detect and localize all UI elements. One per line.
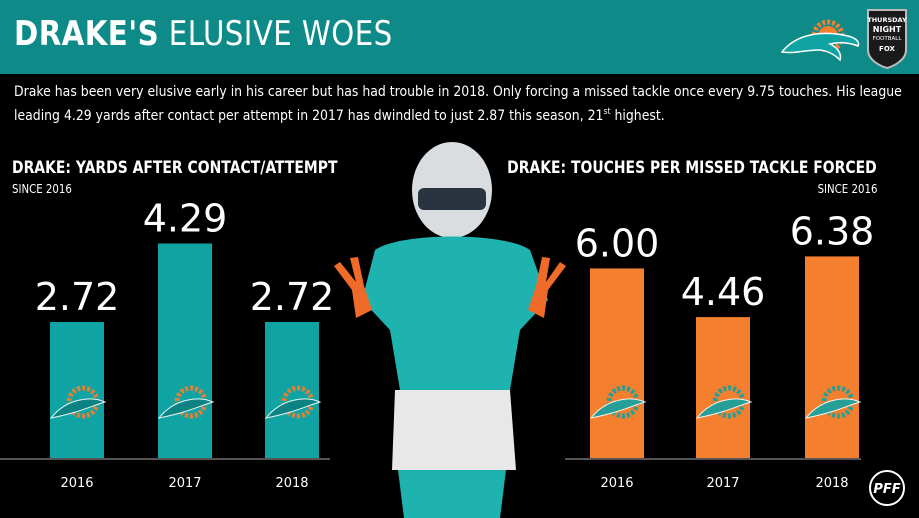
summary-text: Drake has been very elusive early in his… <box>14 82 908 126</box>
chart-1-title: DRAKE: YARDS AFTER CONTACT/ATTEMPT <box>12 158 338 178</box>
chart-1-tick-2016: 2016 <box>60 476 93 491</box>
bar-dolphin-watermark-icon <box>157 385 215 419</box>
tnf-line-1: THURSDAY <box>867 16 907 24</box>
player-figure-icon <box>334 142 566 518</box>
chart-2-baseline <box>565 458 861 460</box>
page-title: DRAKE'S ELUSIVE WOES <box>14 14 393 54</box>
pff-text: PFF <box>873 482 900 497</box>
title-bold: DRAKE'S <box>14 14 160 54</box>
chart-1-bar-2017 <box>158 243 212 458</box>
chart-2-tick-2018: 2018 <box>815 476 848 491</box>
chart-1-subtitle: SINCE 2016 <box>12 182 72 196</box>
chart-2-value-label-2016: 6.00 <box>575 221 660 265</box>
summary-part-1: Drake has been very elusive early in his… <box>14 84 902 124</box>
bar-dolphin-watermark-icon <box>264 385 322 419</box>
chart-2-value-label-2018: 6.38 <box>790 209 875 253</box>
tnf-line-3: FOOTBALL <box>873 36 903 42</box>
chart-2-subtitle: SINCE 2016 <box>817 182 877 196</box>
chart-2-tick-2017: 2017 <box>706 476 739 491</box>
pff-logo-icon: PFF <box>869 470 905 506</box>
dolphin-logo-icon <box>780 19 860 62</box>
chart-1-baseline <box>0 458 330 460</box>
header-banner <box>0 0 919 74</box>
bar-dolphin-watermark-icon <box>695 385 753 419</box>
chart-1-bar-2016 <box>50 322 104 458</box>
chart-1-bar-2018 <box>265 322 319 458</box>
summary-superscript: st <box>603 107 611 117</box>
chart-1-value-label-2018: 2.72 <box>250 275 335 319</box>
thursday-night-football-logo-icon: THURSDAY NIGHT FOOTBALL FOX <box>867 9 907 70</box>
chart-2-value-label-2017: 4.46 <box>681 270 766 314</box>
tnf-line-2: NIGHT <box>873 25 902 34</box>
chart-1-tick-2017: 2017 <box>168 476 201 491</box>
chart-2-bar-2016 <box>590 268 644 458</box>
tnf-line-4: FOX <box>879 45 895 53</box>
bar-dolphin-watermark-icon <box>804 385 862 419</box>
bar-dolphin-watermark-icon <box>49 385 107 419</box>
chart-2-title: DRAKE: TOUCHES PER MISSED TACKLE FORCED <box>507 158 877 178</box>
chart-1-value-label-2016: 2.72 <box>35 275 120 319</box>
chart-2-tick-2016: 2016 <box>600 476 633 491</box>
summary-part-2: highest. <box>610 107 665 124</box>
chart-1-value-label-2017: 4.29 <box>143 197 228 241</box>
chart-1-tick-2018: 2018 <box>275 476 308 491</box>
bar-dolphin-watermark-icon <box>589 385 647 419</box>
chart-2-bar-2018 <box>805 256 859 458</box>
title-rest: ELUSIVE WOES <box>159 14 393 54</box>
